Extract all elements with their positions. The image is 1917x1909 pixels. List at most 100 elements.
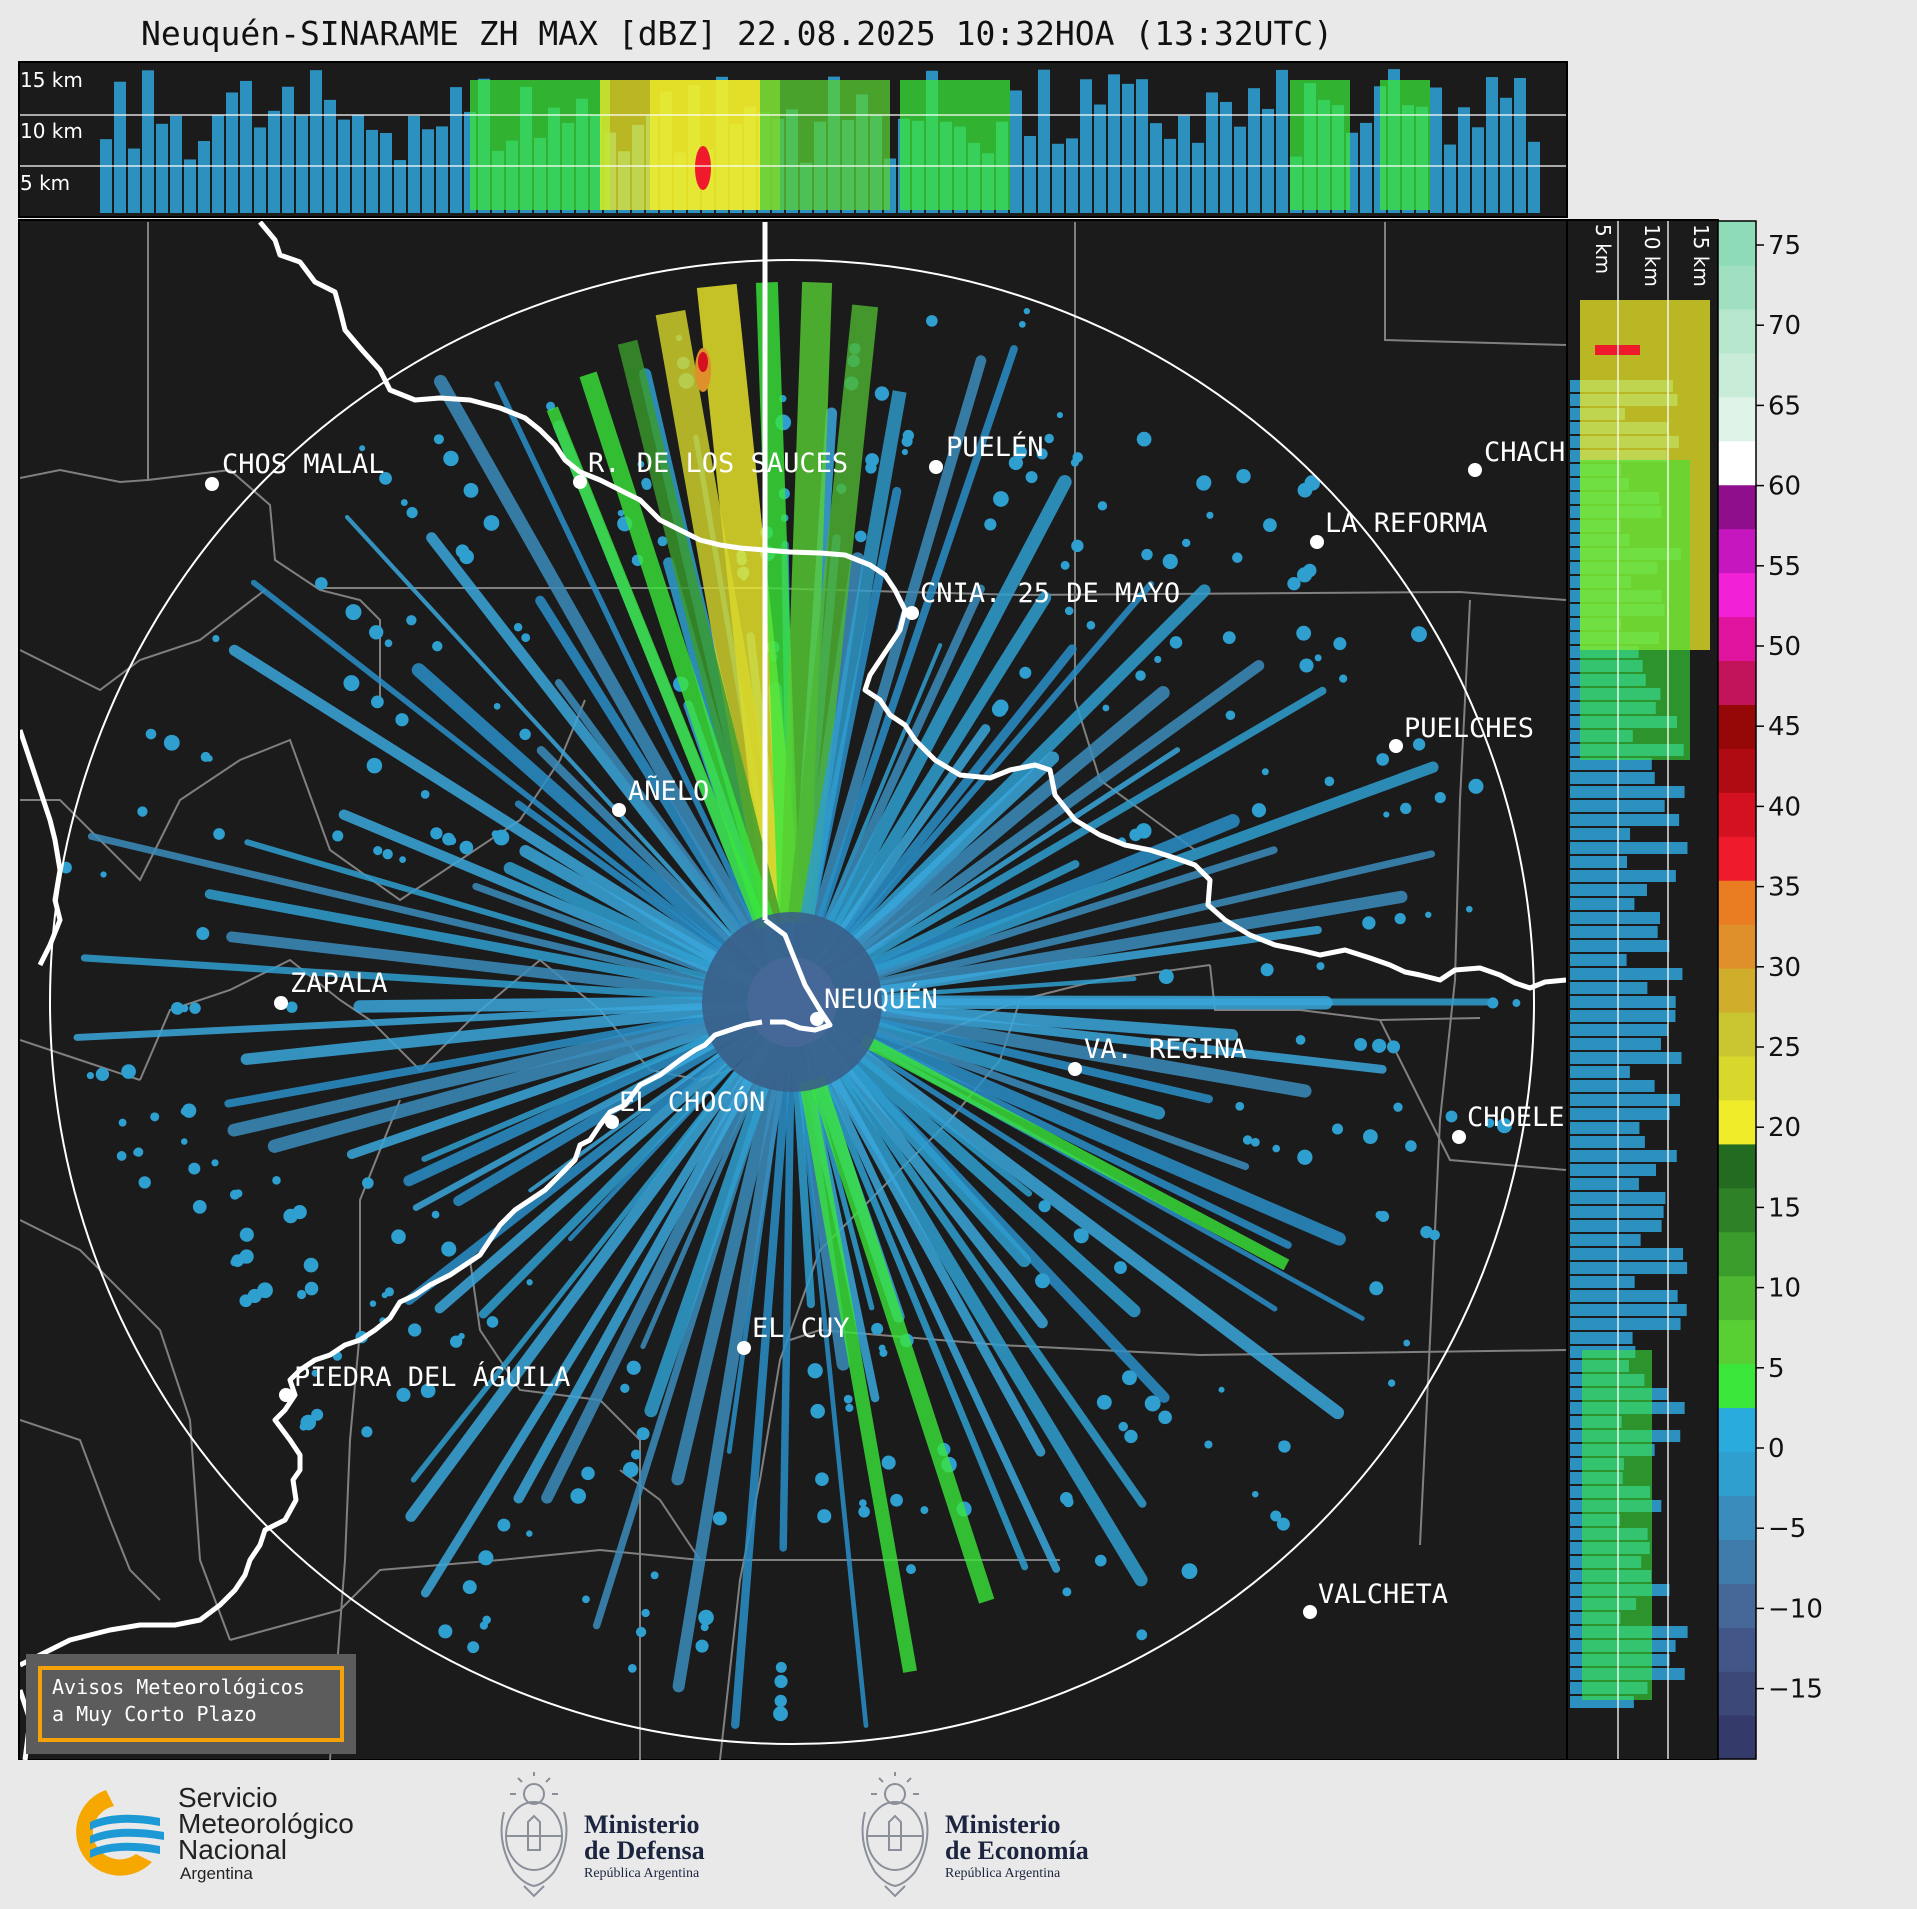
smn-name-line-1: Servicio: [178, 1782, 278, 1813]
colorbar: [1718, 221, 1756, 1760]
echo-cell: [1393, 1102, 1403, 1112]
profile-echo: [1360, 122, 1372, 213]
echo-cell: [635, 1626, 647, 1638]
echo-cell: [815, 1472, 829, 1487]
colorbar-tick-label: 65: [1768, 391, 1801, 421]
echo-cell: [196, 926, 210, 941]
echo-ray: [789, 999, 1278, 1312]
defensa-name-line-2: de Defensa: [584, 1836, 705, 1865]
city-villa-regina: VA. REGINA: [1068, 1034, 1247, 1076]
profile-echo-core: [695, 146, 711, 190]
echo-cell: [695, 1639, 709, 1653]
echo-cell: [582, 1595, 590, 1604]
profile-echo: [450, 87, 462, 213]
city-anelo: AÑELO: [612, 775, 709, 817]
echo-cell: [188, 1162, 201, 1175]
echo-cell: [1299, 658, 1314, 673]
echo-cell: [449, 1335, 463, 1348]
city-label-puelches: PUELCHES: [1404, 713, 1534, 744]
city-colonia-25-de-mayo: CNIA. 25 DE MAYO: [905, 578, 1180, 620]
defensa-logo: [494, 1772, 574, 1898]
profile-echo-strong: [1582, 1350, 1652, 1700]
echo-cell: [382, 849, 393, 860]
echo-cell: [1324, 776, 1335, 787]
city-chos-malal: CHOS MALAL: [205, 449, 385, 491]
echo-cell: [463, 482, 479, 498]
profile-echo: [1570, 786, 1685, 798]
echo-ray-strong: [617, 339, 783, 927]
echo-cell: [315, 577, 328, 590]
echo-cell: [698, 1609, 714, 1626]
smn-logo: [56, 1784, 174, 1884]
profile-echo: [1276, 69, 1288, 213]
colorbar-segment: [1718, 1539, 1756, 1584]
echo-cell: [641, 1608, 650, 1618]
echo-ray: [672, 995, 799, 1693]
profile-echo: [156, 123, 168, 213]
echo-cell: [493, 829, 510, 846]
echo-cell: [430, 827, 443, 840]
echo-ray: [785, 475, 1072, 1009]
echo-cell: [234, 1189, 243, 1198]
profile-echo: [1570, 828, 1631, 840]
profile-echo: [1010, 90, 1022, 213]
profile-echo: [1570, 1290, 1678, 1302]
echo-cell: [984, 518, 997, 531]
city-chacharramendi: CHACH: [1468, 437, 1565, 477]
side-profile-label-10km: 10 km: [1640, 224, 1664, 287]
echo-ray: [787, 686, 1327, 1007]
colorbar-segment: [1718, 616, 1756, 662]
city-el-chocon: EL CHOCÓN: [605, 1086, 765, 1129]
city-label-valcheta: VALCHETA: [1318, 1579, 1448, 1610]
profile-echo: [1570, 884, 1647, 896]
echo-cell: [1412, 738, 1426, 751]
profile-echo: [1206, 92, 1218, 213]
colorbar-tick-label: 5: [1768, 1354, 1785, 1384]
top-profile-label-10km: 10 km: [20, 119, 83, 143]
profile-echo: [394, 160, 406, 213]
profile-echo-strong: [1580, 460, 1690, 760]
echo-cell: [447, 836, 457, 846]
echo-cell: [1339, 674, 1348, 683]
echo-cell: [384, 639, 393, 648]
city-label-piedra-del-aguila: PIEDRA DEL ÁGUILA: [294, 1361, 570, 1393]
echo-core: [698, 352, 708, 372]
echo-cell: [1008, 455, 1023, 471]
echo-cell: [443, 450, 459, 467]
echo-cell: [871, 1322, 884, 1335]
echo-ray: [433, 374, 799, 1009]
colorbar-segment: [1718, 792, 1756, 837]
profile-echo: [142, 70, 154, 213]
echo-cell: [1196, 475, 1211, 491]
city-valcheta: VALCHETA: [1303, 1579, 1448, 1619]
echo-ray: [788, 345, 1018, 1006]
echo-cell: [420, 789, 430, 799]
colorbar-segment: [1718, 1451, 1756, 1496]
echo-cell: [1062, 1587, 1072, 1597]
profile-echo: [1570, 1136, 1645, 1148]
profile-echo: [1486, 77, 1498, 213]
echo-cell: [1169, 636, 1183, 649]
profile-echo: [282, 86, 294, 213]
echo-ray: [786, 660, 1265, 1008]
rivers: [20, 221, 1566, 1760]
smn-emblem-icon: [76, 1790, 164, 1876]
echo-cell: [213, 828, 225, 840]
economia-name-line-2: de Economía: [945, 1836, 1089, 1865]
echo-cell: [845, 1403, 854, 1412]
echo-cell: [1263, 518, 1277, 533]
colorbar-tick-label: 60: [1768, 472, 1801, 502]
profile-echo: [1122, 83, 1134, 213]
echo-cell: [526, 1279, 533, 1286]
warning-box[interactable]: Avisos Meteorológicos a Muy Corto Plazo: [26, 1654, 356, 1754]
echo-ray: [227, 995, 799, 1137]
profile-echo: [352, 115, 364, 213]
echo-cell: [1118, 1421, 1128, 1432]
echo-cell: [519, 728, 531, 741]
echo-cell: [373, 845, 383, 856]
colorbar-segment: [1718, 1231, 1756, 1277]
echo-cell: [486, 1316, 499, 1328]
echo-cell: [379, 472, 392, 485]
echo-cell: [1094, 1554, 1107, 1567]
echo-cell: [1162, 553, 1178, 570]
